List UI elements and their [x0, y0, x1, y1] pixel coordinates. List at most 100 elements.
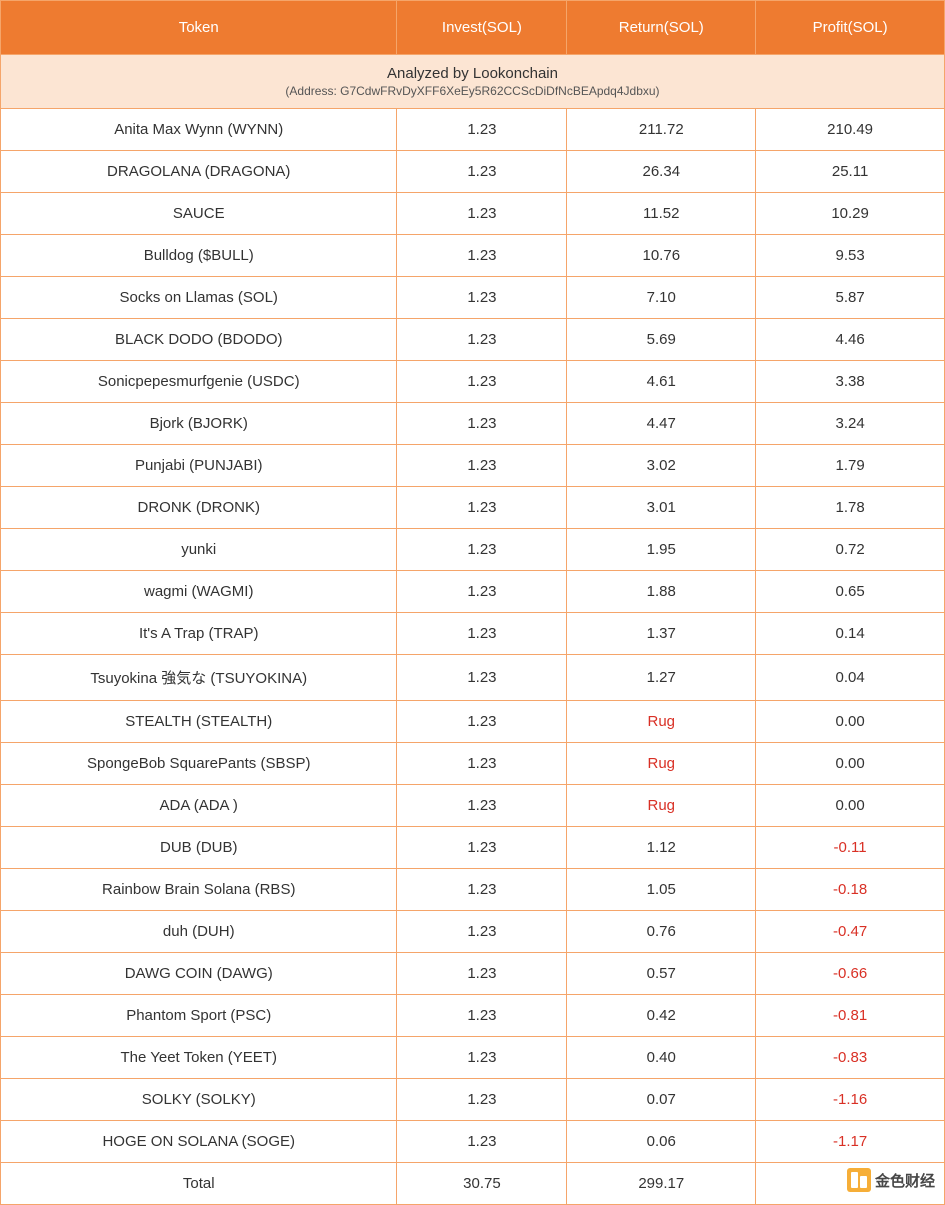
table-row: wagmi (WAGMI)1.231.880.65 — [1, 571, 945, 613]
cell-return: 0.57 — [567, 953, 756, 995]
watermark-text: 金色财经 — [875, 1170, 935, 1191]
table-row: Tsuyokina 強気な (TSUYOKINA)1.231.270.04 — [1, 655, 945, 701]
watermark-icon — [847, 1168, 871, 1192]
cell-profit: -0.66 — [756, 953, 945, 995]
cell-token: BLACK DODO (BDODO) — [1, 319, 397, 361]
cell-profit: -0.18 — [756, 869, 945, 911]
cell-invest: 1.23 — [397, 361, 567, 403]
cell-invest: 1.23 — [397, 109, 567, 151]
cell-return: 1.12 — [567, 827, 756, 869]
cell-token: DRAGOLANA (DRAGONA) — [1, 151, 397, 193]
cell-profit: 3.24 — [756, 403, 945, 445]
cell-return: 5.69 — [567, 319, 756, 361]
cell-token: Anita Max Wynn (WYNN) — [1, 109, 397, 151]
col-header-profit: Profit(SOL) — [756, 1, 945, 55]
cell-invest: 1.23 — [397, 827, 567, 869]
table-header: Token Invest(SOL) Return(SOL) Profit(SOL… — [1, 1, 945, 55]
cell-token: STEALTH (STEALTH) — [1, 701, 397, 743]
cell-invest: 1.23 — [397, 193, 567, 235]
table-row: DUB (DUB)1.231.12-0.11 — [1, 827, 945, 869]
cell-invest: 1.23 — [397, 613, 567, 655]
cell-invest: 1.23 — [397, 1079, 567, 1121]
cell-return: 211.72 — [567, 109, 756, 151]
cell-return: 1.27 — [567, 655, 756, 701]
cell-token: Sonicpepesmurfgenie (USDC) — [1, 361, 397, 403]
cell-invest: 1.23 — [397, 319, 567, 361]
cell-invest: 1.23 — [397, 655, 567, 701]
table-row: The Yeet Token (YEET)1.230.40-0.83 — [1, 1037, 945, 1079]
cell-token: yunki — [1, 529, 397, 571]
cell-invest: 1.23 — [397, 953, 567, 995]
cell-profit: 10.29 — [756, 193, 945, 235]
cell-invest: 1.23 — [397, 445, 567, 487]
subtitle-cell: Analyzed by Lookonchain (Address: G7CdwF… — [1, 55, 945, 109]
cell-profit: 0.72 — [756, 529, 945, 571]
cell-return: 0.40 — [567, 1037, 756, 1079]
cell-return: 1.37 — [567, 613, 756, 655]
cell-token: wagmi (WAGMI) — [1, 571, 397, 613]
cell-return: Rug — [567, 743, 756, 785]
subtitle-address: (Address: G7CdwFRvDyXFF6XeEy5R62CCScDiDf… — [9, 84, 936, 98]
cell-return: 0.76 — [567, 911, 756, 953]
table-row: STEALTH (STEALTH)1.23Rug0.00 — [1, 701, 945, 743]
cell-token: DUB (DUB) — [1, 827, 397, 869]
table-row: It's A Trap (TRAP)1.231.370.14 — [1, 613, 945, 655]
cell-invest: 1.23 — [397, 151, 567, 193]
col-header-invest: Invest(SOL) — [397, 1, 567, 55]
table-row: Sonicpepesmurfgenie (USDC)1.234.613.38 — [1, 361, 945, 403]
cell-invest: 1.23 — [397, 487, 567, 529]
table-row: ADA (ADA )1.23Rug0.00 — [1, 785, 945, 827]
cell-return: 3.02 — [567, 445, 756, 487]
cell-invest: 1.23 — [397, 529, 567, 571]
cell-return: 0.06 — [567, 1121, 756, 1163]
total-return: 299.17 — [567, 1163, 756, 1205]
subtitle-row: Analyzed by Lookonchain (Address: G7CdwF… — [1, 55, 945, 109]
cell-profit: 4.46 — [756, 319, 945, 361]
cell-profit: 0.00 — [756, 701, 945, 743]
table-body: Analyzed by Lookonchain (Address: G7CdwF… — [1, 55, 945, 1205]
cell-invest: 1.23 — [397, 701, 567, 743]
cell-return: 1.88 — [567, 571, 756, 613]
cell-token: It's A Trap (TRAP) — [1, 613, 397, 655]
cell-token: Bjork (BJORK) — [1, 403, 397, 445]
cell-token: SAUCE — [1, 193, 397, 235]
table-row: duh (DUH)1.230.76-0.47 — [1, 911, 945, 953]
table-row: yunki1.231.950.72 — [1, 529, 945, 571]
cell-profit: 1.78 — [756, 487, 945, 529]
cell-invest: 1.23 — [397, 1037, 567, 1079]
cell-token: ADA (ADA ) — [1, 785, 397, 827]
cell-profit: 9.53 — [756, 235, 945, 277]
cell-profit: -0.83 — [756, 1037, 945, 1079]
cell-invest: 1.23 — [397, 403, 567, 445]
table-row: BLACK DODO (BDODO)1.235.694.46 — [1, 319, 945, 361]
cell-profit: -0.11 — [756, 827, 945, 869]
cell-return: 0.42 — [567, 995, 756, 1037]
cell-profit: 210.49 — [756, 109, 945, 151]
cell-invest: 1.23 — [397, 277, 567, 319]
cell-return: 11.52 — [567, 193, 756, 235]
cell-profit: 0.00 — [756, 785, 945, 827]
total-invest: 30.75 — [397, 1163, 567, 1205]
table-row: HOGE ON SOLANA (SOGE)1.230.06-1.17 — [1, 1121, 945, 1163]
col-header-token: Token — [1, 1, 397, 55]
watermark: 金色财经 — [847, 1168, 935, 1192]
cell-return: 1.05 — [567, 869, 756, 911]
total-label: Total — [1, 1163, 397, 1205]
col-header-return: Return(SOL) — [567, 1, 756, 55]
cell-invest: 1.23 — [397, 785, 567, 827]
cell-token: Bulldog ($BULL) — [1, 235, 397, 277]
total-row: Total30.75299.17 — [1, 1163, 945, 1205]
cell-return: Rug — [567, 701, 756, 743]
cell-profit: -1.17 — [756, 1121, 945, 1163]
table-row: SOLKY (SOLKY)1.230.07-1.16 — [1, 1079, 945, 1121]
cell-return: 4.61 — [567, 361, 756, 403]
table-row: DAWG COIN (DAWG)1.230.57-0.66 — [1, 953, 945, 995]
cell-return: 10.76 — [567, 235, 756, 277]
cell-profit: 0.00 — [756, 743, 945, 785]
cell-profit: 0.04 — [756, 655, 945, 701]
cell-return: 4.47 — [567, 403, 756, 445]
cell-token: Punjabi (PUNJABI) — [1, 445, 397, 487]
cell-invest: 1.23 — [397, 911, 567, 953]
cell-profit: 25.11 — [756, 151, 945, 193]
cell-return: Rug — [567, 785, 756, 827]
